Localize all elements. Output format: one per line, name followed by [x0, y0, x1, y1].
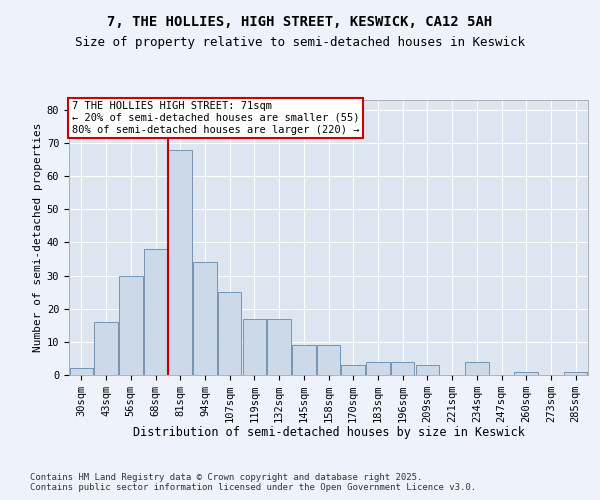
Bar: [341, 365, 365, 375]
Bar: [391, 362, 415, 375]
Text: Contains HM Land Registry data © Crown copyright and database right 2025.
Contai: Contains HM Land Registry data © Crown c…: [30, 472, 476, 492]
Bar: [465, 362, 488, 375]
Text: Size of property relative to semi-detached houses in Keswick: Size of property relative to semi-detach…: [75, 36, 525, 49]
Text: 7 THE HOLLIES HIGH STREET: 71sqm
← 20% of semi-detached houses are smaller (55)
: 7 THE HOLLIES HIGH STREET: 71sqm ← 20% o…: [71, 102, 359, 134]
Bar: [70, 368, 93, 375]
Bar: [317, 345, 340, 375]
Bar: [94, 322, 118, 375]
Bar: [218, 292, 241, 375]
Bar: [193, 262, 217, 375]
Bar: [242, 318, 266, 375]
Bar: [292, 345, 316, 375]
Bar: [564, 372, 587, 375]
X-axis label: Distribution of semi-detached houses by size in Keswick: Distribution of semi-detached houses by …: [133, 426, 524, 440]
Bar: [268, 318, 291, 375]
Text: 7, THE HOLLIES, HIGH STREET, KESWICK, CA12 5AH: 7, THE HOLLIES, HIGH STREET, KESWICK, CA…: [107, 16, 493, 30]
Bar: [366, 362, 389, 375]
Y-axis label: Number of semi-detached properties: Number of semi-detached properties: [32, 122, 43, 352]
Bar: [514, 372, 538, 375]
Bar: [416, 365, 439, 375]
Bar: [119, 276, 143, 375]
Bar: [144, 249, 167, 375]
Bar: [169, 150, 192, 375]
